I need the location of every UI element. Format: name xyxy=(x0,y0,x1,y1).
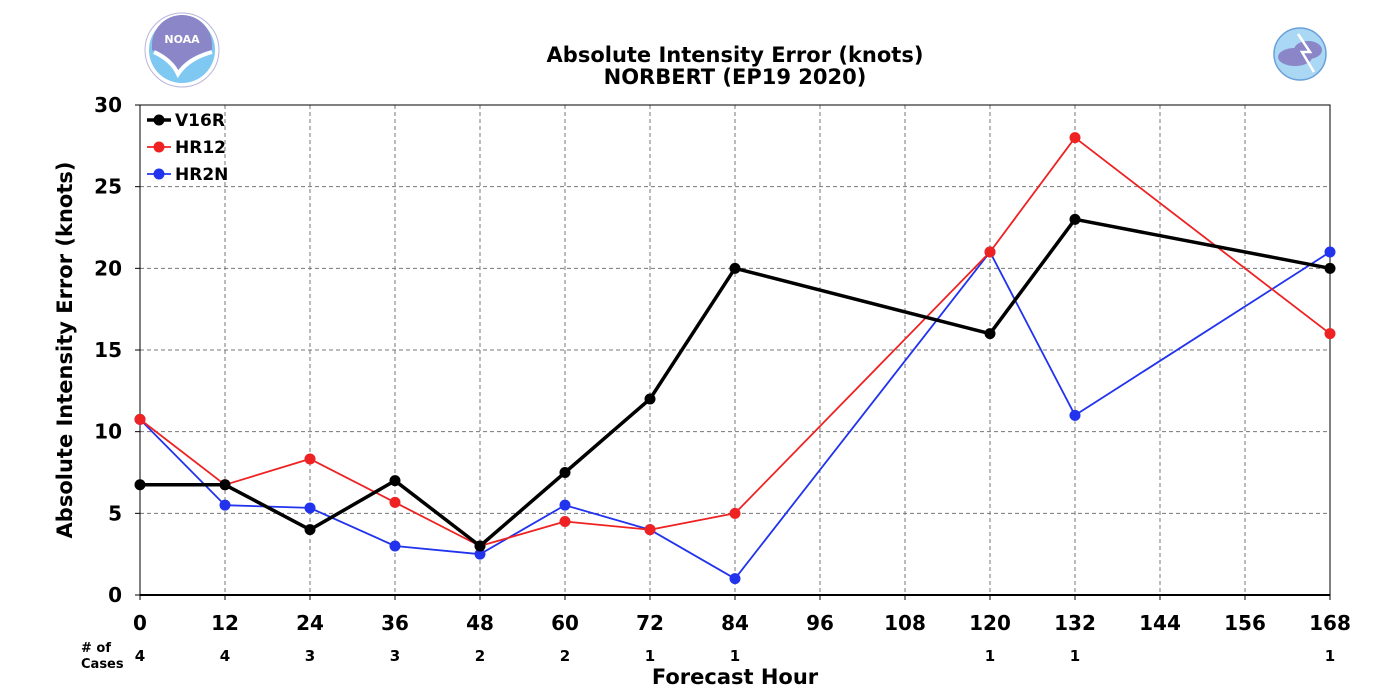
noaa-logo-text: NOAA xyxy=(164,33,200,46)
x-tick-label: 96 xyxy=(806,611,834,635)
data-point-v16r xyxy=(1069,213,1081,225)
y-axis-label: Absolute Intensity Error (knots) xyxy=(53,162,77,539)
y-tick-label: 25 xyxy=(94,175,122,199)
case-count: 4 xyxy=(220,647,230,665)
data-point-hr12 xyxy=(729,507,741,519)
data-point-v16r xyxy=(729,262,741,274)
x-tick-label: 132 xyxy=(1054,611,1096,635)
chart-subtitle: NORBERT (EP19 2020) xyxy=(604,65,867,89)
data-point-hr2n xyxy=(219,499,231,511)
x-tick-label: 168 xyxy=(1309,611,1351,635)
case-count: 2 xyxy=(475,647,485,665)
y-tick-label: 30 xyxy=(94,93,122,117)
legend-label-v16r: V16R xyxy=(175,111,225,131)
y-tick-label: 15 xyxy=(94,338,122,362)
x-tick-label: 120 xyxy=(969,611,1011,635)
noaa-logo: NOAA xyxy=(144,12,220,88)
data-point-v16r xyxy=(134,479,146,491)
x-tick-label: 24 xyxy=(296,611,324,635)
x-tick-label: 0 xyxy=(133,611,147,635)
chart-title: Absolute Intensity Error (knots) xyxy=(547,43,924,67)
grid xyxy=(140,105,1330,595)
x-tick-label: 84 xyxy=(721,611,749,635)
x-tick-label: 36 xyxy=(381,611,409,635)
x-tick-label: 144 xyxy=(1139,611,1181,635)
x-tick-label: 48 xyxy=(466,611,494,635)
data-point-hr2n xyxy=(559,499,571,511)
legend-marker-hr12 xyxy=(153,141,165,153)
y-tick-label: 20 xyxy=(94,256,122,280)
data-point-hr12 xyxy=(1324,328,1336,340)
x-axis-label: Forecast Hour xyxy=(652,665,819,689)
data-point-hr12 xyxy=(304,453,316,465)
data-point-hr12 xyxy=(984,246,996,258)
case-count: 1 xyxy=(1325,647,1335,665)
y-tick-label: 0 xyxy=(108,583,122,607)
case-count: 3 xyxy=(305,647,315,665)
data-point-v16r xyxy=(644,393,656,405)
data-point-hr2n xyxy=(474,548,486,560)
legend-label-hr2n: HR2N xyxy=(175,165,228,185)
cases-row: 4 4 3 3 2 2 1 1 1 1 1 xyxy=(135,647,1335,665)
cases-label-line2: Cases xyxy=(81,657,124,672)
data-point-hr12 xyxy=(134,413,146,425)
case-count: 1 xyxy=(730,647,740,665)
x-tick-label: 12 xyxy=(211,611,239,635)
x-tick-label: 156 xyxy=(1224,611,1266,635)
cases-label-line1: # of xyxy=(81,641,111,656)
data-point-hr12 xyxy=(644,524,656,536)
case-count: 1 xyxy=(645,647,655,665)
y-tick-label: 5 xyxy=(108,501,122,525)
legend: V16R HR12 HR2N xyxy=(147,111,228,185)
data-point-hr12 xyxy=(559,516,571,527)
x-tick-label: 60 xyxy=(551,611,579,635)
data-point-hr12 xyxy=(1069,132,1081,144)
data-point-hr2n xyxy=(389,540,401,552)
case-count: 3 xyxy=(390,647,400,665)
legend-marker-hr2n xyxy=(153,168,165,180)
legend-marker-v16r xyxy=(153,114,165,126)
series-layer xyxy=(134,132,1336,585)
data-point-hr2n xyxy=(304,502,316,514)
data-point-hr2n xyxy=(1069,409,1081,421)
case-count: 1 xyxy=(985,647,995,665)
data-point-v16r xyxy=(389,475,401,487)
legend-label-hr12: HR12 xyxy=(175,138,226,158)
data-point-hr2n xyxy=(729,573,741,585)
case-count: 2 xyxy=(560,647,570,665)
data-point-v16r xyxy=(474,540,486,552)
data-point-v16r xyxy=(984,328,996,340)
nws-logo xyxy=(1265,19,1335,89)
data-point-v16r xyxy=(304,524,316,536)
data-point-hr12 xyxy=(389,496,401,508)
data-point-v16r xyxy=(219,479,231,491)
x-tick-label: 108 xyxy=(884,611,926,635)
case-count: 4 xyxy=(135,647,145,665)
data-point-v16r xyxy=(1324,262,1336,274)
x-tick-label: 72 xyxy=(636,611,664,635)
data-point-hr2n xyxy=(1324,246,1336,258)
data-point-v16r xyxy=(559,467,571,478)
axes: 0 12 24 36 48 60 72 84 96 108 120 132 144 156 168 0 5 10 1… xyxy=(94,93,1351,635)
y-tick-label: 10 xyxy=(94,420,122,444)
case-count: 1 xyxy=(1070,647,1080,665)
